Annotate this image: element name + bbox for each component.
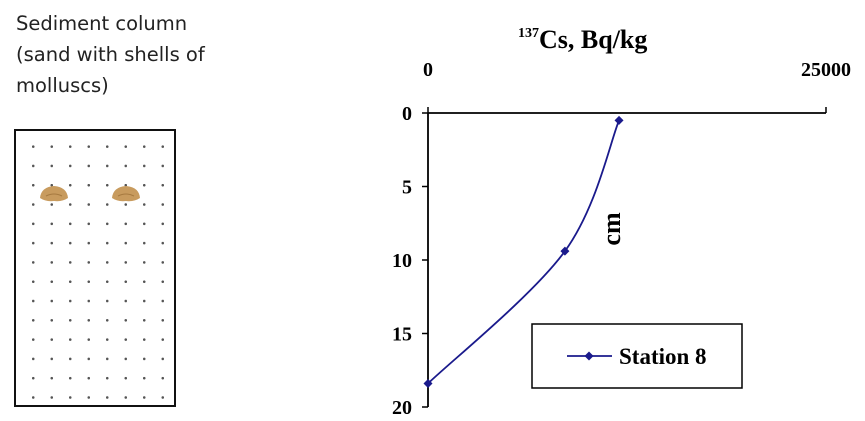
mollusc-shell-icon xyxy=(112,186,140,202)
chart-title-superscript: 137 xyxy=(518,26,539,41)
sediment-column-label: Sediment column (sand with shells of mol… xyxy=(16,8,276,101)
sediment-label-line-3: molluscs) xyxy=(16,74,109,97)
sediment-column-diagram xyxy=(14,129,176,407)
y-axis-label: cm xyxy=(597,212,626,246)
chart-title-main: Cs, Bq/kg xyxy=(539,25,647,54)
y-tick-label: 20 xyxy=(392,397,412,419)
axes xyxy=(427,112,826,407)
sediment-label-line-2: (sand with shells of xyxy=(16,43,205,66)
chart-title: 137Cs, Bq/kg xyxy=(518,25,647,54)
y-tick-label: 10 xyxy=(392,250,412,272)
legend-label: Station 8 xyxy=(619,344,707,369)
y-tick-label: 15 xyxy=(392,324,412,346)
data-point xyxy=(423,378,433,388)
data-point xyxy=(560,246,570,256)
y-tick-label: 5 xyxy=(402,177,412,199)
series-layer xyxy=(423,115,624,388)
x-tick-label: 0 xyxy=(423,59,433,81)
cs137-depth-chart: 137Cs, Bq/kg cm 0 25000 0 5 10 15 20 Station 8 xyxy=(392,25,851,419)
legend-marker xyxy=(584,351,594,361)
sediment-label-line-1: Sediment column xyxy=(16,12,188,35)
x-tick-label: 25000 xyxy=(801,59,851,81)
data-point xyxy=(614,115,624,125)
y-tick-label: 0 xyxy=(402,103,412,125)
legend: Station 8 xyxy=(531,323,743,389)
axis-ticks: 0 25000 0 5 10 15 20 xyxy=(392,59,851,419)
mollusc-shell-icon xyxy=(40,186,68,202)
